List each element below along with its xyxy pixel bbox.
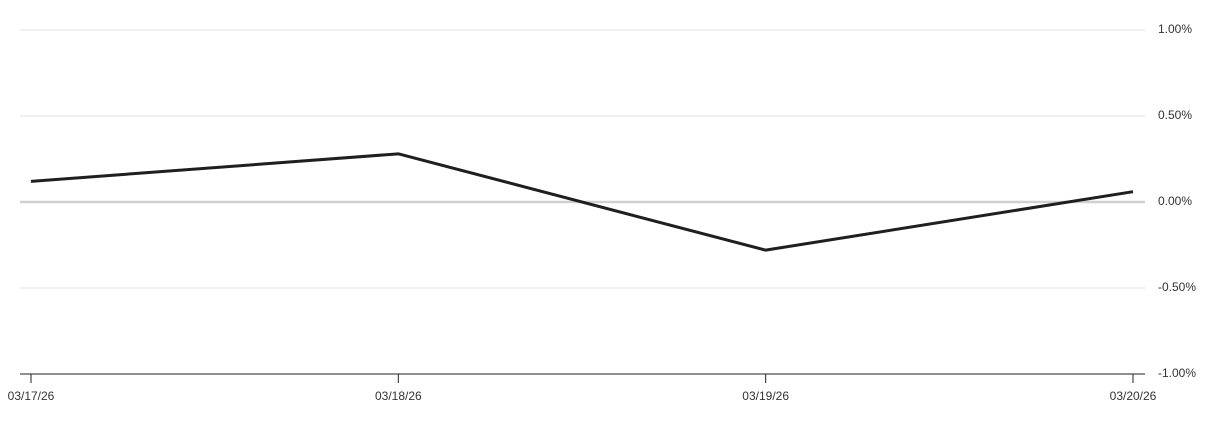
y-tick-label: -0.50% — [1158, 280, 1196, 294]
y-tick-label: -1.00% — [1158, 366, 1196, 380]
x-tick-label: 03/20/26 — [1110, 389, 1157, 403]
line-series — [30, 152, 1134, 252]
y-tick-label: 1.00% — [1158, 22, 1192, 36]
x-tick-label: 03/18/26 — [375, 389, 422, 403]
y-tick-label: 0.50% — [1158, 108, 1192, 122]
y-tick-label: 0.00% — [1158, 194, 1192, 208]
x-tick-label: 03/17/26 — [8, 389, 55, 403]
x-tick-label: 03/19/26 — [742, 389, 789, 403]
